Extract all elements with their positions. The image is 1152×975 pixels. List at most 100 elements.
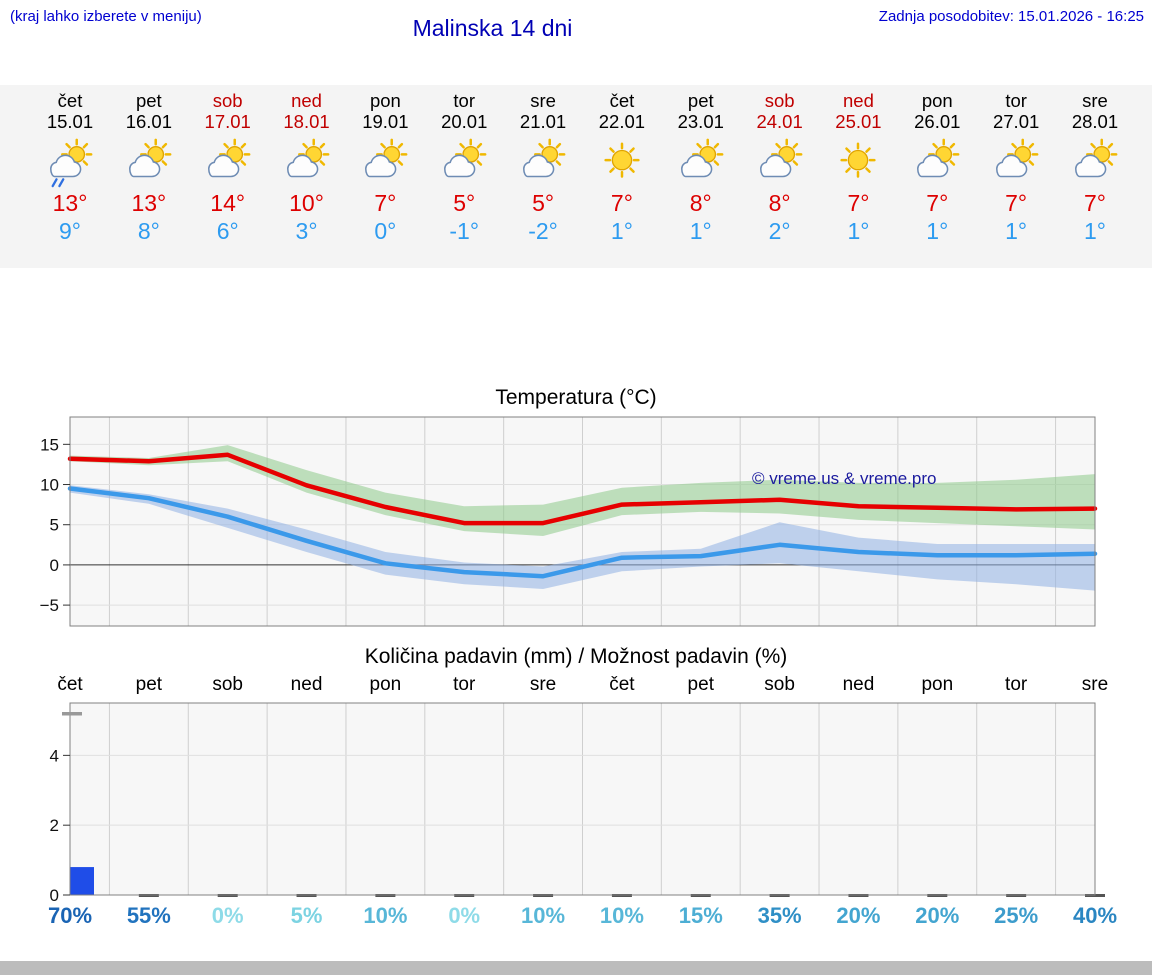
- forecast-day-column[interactable]: sre 21.01 5° -2°: [503, 85, 583, 268]
- day-low-temp: 1°: [1005, 218, 1028, 244]
- day-high-temp: 7°: [847, 190, 870, 216]
- weather-icon-wrap: [30, 138, 110, 188]
- day-low-temp: 8°: [137, 218, 160, 244]
- weather-icon-wrap: [897, 138, 977, 188]
- sun-cloud-icon: [207, 138, 251, 178]
- day-low-temp: -1°: [449, 218, 480, 244]
- sun-cloud-rain-icon: [49, 138, 93, 188]
- sun-disc: [611, 149, 633, 171]
- day-high-temp: 7°: [1084, 190, 1106, 216]
- forecast-day-column[interactable]: tor 20.01 5° -1°: [424, 85, 504, 268]
- weather-icon-wrap: [424, 138, 504, 188]
- sun-rays: [604, 142, 640, 178]
- forecast-day-column[interactable]: ned 25.01 7° 1°: [818, 85, 898, 268]
- watermark: © vreme.us & vreme.pro: [752, 469, 936, 488]
- day-date: 28.01: [1071, 111, 1119, 132]
- precip-percent: 0%: [211, 903, 244, 928]
- precip-percent: 40%: [1072, 903, 1118, 928]
- day-date: 21.01: [519, 111, 567, 132]
- weather-icon-wrap: [503, 138, 583, 188]
- weather-icon-wrap: [582, 138, 662, 188]
- precip-day-label: sob: [212, 674, 244, 695]
- precip-bar: [70, 867, 94, 895]
- day-high-temp: 13°: [52, 190, 88, 216]
- sun-cloud-icon: [128, 138, 172, 178]
- precip-day-labels-row: čet pet sob ned pon tor sre čet pet sob ned pon tor s…: [0, 674, 1152, 696]
- precip-day-label: sre: [1081, 674, 1109, 695]
- day-date: 26.01: [914, 111, 961, 132]
- day-low-temp: 1°: [926, 218, 949, 244]
- day-high-temp: 5°: [532, 190, 555, 216]
- forecast-day-column[interactable]: ned 18.01 10° 3°: [267, 85, 347, 268]
- day-date: 27.01: [992, 111, 1040, 132]
- sun-cloud-icon: [680, 138, 724, 178]
- forecast-day-column[interactable]: sre 28.01 7° 1°: [1055, 85, 1135, 268]
- weather-icon-wrap: [818, 138, 898, 188]
- forecast-day-column[interactable]: pon 26.01 7° 1°: [897, 85, 977, 268]
- precip-day-label: ned: [842, 674, 875, 695]
- day-name: pon: [921, 90, 953, 111]
- precip-percent: 10%: [363, 903, 408, 928]
- day-low-temp: 1°: [610, 218, 633, 244]
- precip-day-label: čet: [57, 674, 83, 695]
- day-low-temp: 9°: [59, 218, 81, 244]
- forecast-day-column[interactable]: sob 17.01 14° 6°: [188, 85, 268, 268]
- day-name: pet: [687, 90, 714, 111]
- day-date: 22.01: [598, 111, 646, 132]
- day-high-temp: 7°: [1005, 190, 1028, 216]
- temp-line: [67, 486, 1098, 579]
- precip-day-label: pet: [135, 674, 163, 695]
- precip-day-label: čet: [609, 674, 635, 695]
- weather-icon-wrap: [1055, 138, 1135, 188]
- day-name: pet: [135, 90, 162, 111]
- day-low-temp: 3°: [295, 218, 318, 244]
- day-date: 18.01: [283, 111, 330, 132]
- precip-percent: 20%: [915, 903, 960, 928]
- day-low-temp: 6°: [216, 218, 239, 244]
- day-name: tor: [1005, 90, 1027, 111]
- day-name: čet: [57, 90, 83, 111]
- precip-day-label: pet: [687, 674, 714, 695]
- rain-streaks: [51, 178, 65, 188]
- forecast-day-column[interactable]: čet 15.01 13° 9°: [30, 85, 110, 268]
- cloud-shape: [49, 154, 82, 178]
- forecast-day-column[interactable]: sob 24.01 8° 2°: [740, 85, 820, 268]
- scale-marker: [62, 712, 82, 716]
- precipitation-chart: 0 2 4: [50, 702, 1105, 905]
- y-tick-label: 15: [40, 435, 59, 454]
- day-high-temp: 7°: [374, 190, 397, 216]
- day-high-temp: 7°: [610, 190, 633, 216]
- precip-percent: 55%: [126, 903, 171, 928]
- day-low-temp: 2°: [768, 218, 791, 244]
- cloud-shape: [759, 154, 791, 178]
- cloud-shape: [207, 154, 240, 178]
- page-title: Malinska 14 dni: [412, 15, 573, 41]
- day-low-temp: 0°: [374, 218, 397, 244]
- sun-cloud-icon: [286, 138, 329, 178]
- forecast-day-column[interactable]: pon 19.01 7° 0°: [345, 85, 425, 268]
- cloud-shape: [523, 154, 555, 178]
- temp-uncertainty-band: [70, 445, 1095, 536]
- precip-percent: 5%: [290, 903, 323, 928]
- day-high-temp: 5°: [453, 190, 476, 216]
- forecast-day-column[interactable]: pet 16.01 13° 8°: [109, 85, 189, 268]
- cloud-shape: [286, 154, 318, 178]
- horizontal-scrollbar[interactable]: [0, 961, 1152, 975]
- sun-cloud-icon: [917, 138, 960, 178]
- precip-percent: 0%: [448, 903, 481, 928]
- y-tick-label: 0: [50, 886, 59, 905]
- sun-cloud-icon: [444, 138, 487, 178]
- sun-rays: [840, 142, 877, 178]
- y-tick-label: 5: [50, 516, 59, 535]
- weather-icon-wrap: [976, 138, 1056, 188]
- weather-icon-wrap: [267, 138, 347, 188]
- day-high-temp: 8°: [689, 190, 712, 216]
- sun-cloud-icon: [365, 138, 408, 178]
- forecast-day-column[interactable]: čet 22.01 7° 1°: [582, 85, 662, 268]
- forecast-day-column[interactable]: pet 23.01 8° 1°: [661, 85, 741, 268]
- day-name: ned: [291, 90, 322, 111]
- precip-percent: 70%: [47, 903, 93, 928]
- day-name: sre: [530, 90, 556, 111]
- forecast-day-column[interactable]: tor 27.01 7° 1°: [976, 85, 1056, 268]
- precip-percent: 15%: [678, 903, 723, 928]
